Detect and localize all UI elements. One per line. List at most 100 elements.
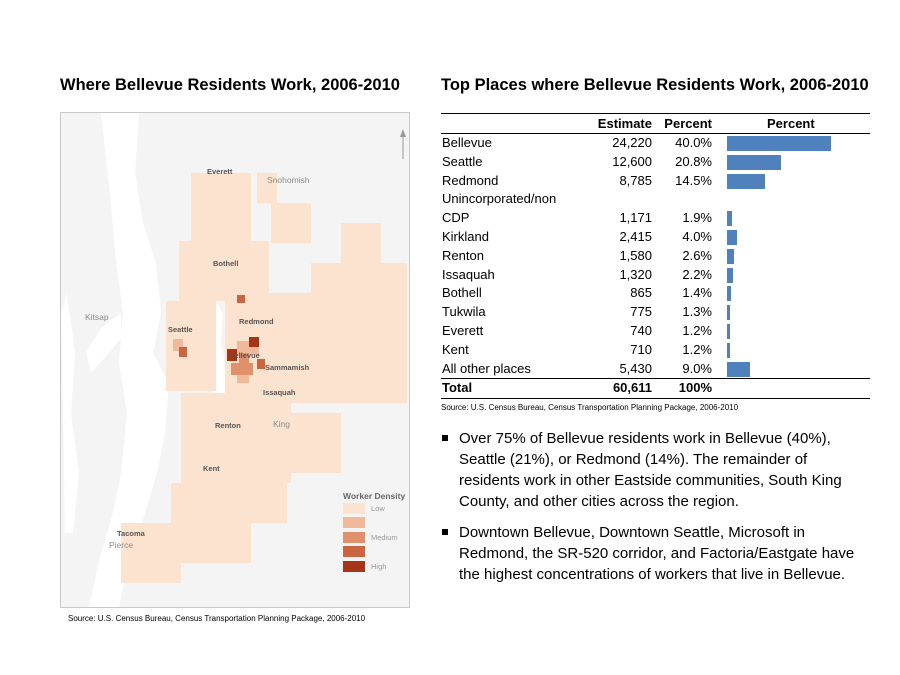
percent-bar [727,248,734,264]
estimate-value: 865 [630,285,652,301]
places-table: Estimate Percent Percent Bellevue 24,220 4… [441,113,870,400]
table-row: Redmond 8,785 14.5% [441,172,870,191]
legend-row [343,545,407,560]
percent-bar [727,286,731,302]
percent-value: 2.2% [682,266,712,282]
place-name: Everett [442,322,484,338]
estimate-value: 1,171 [619,210,652,226]
estimate-value: 24,220 [612,135,652,150]
place-name: CDP [442,210,470,226]
bullet-text: Downtown Bellevue, Downtown Seattle, Mic… [459,524,855,583]
puget-sound-water [89,113,169,607]
place-name: Kent [442,341,469,357]
place-name: Tukwila [442,304,486,320]
bullet-text: Over 75% of Bellevue residents work in B… [459,430,842,510]
percent-bar [727,136,831,151]
total-row: Total 60,611 100% [441,378,870,400]
region-label-kitsap: Kitsap [85,312,109,322]
header-percent-bar: Percent [767,116,815,131]
percent-bar [727,305,731,321]
place-name: Renton [442,247,484,263]
estimate-value: 1,580 [619,247,652,263]
place-name: Unincorporated/non [442,191,557,207]
city-label-renton: Renton [215,421,241,430]
table-row: Bothell 865 1.4% [441,284,870,303]
place-name: Kirkland [442,228,489,244]
percent-value: 1.2% [682,341,712,357]
place-name: Bellevue [442,135,492,150]
percent-bar [727,323,731,339]
city-label-everett: Everett [207,167,233,176]
table-row: Unincorporated/non [441,190,870,209]
bullet-square-icon [442,435,448,441]
legend-label: Medium [371,532,398,542]
percent-bar [727,361,751,377]
table-row: Bellevue 24,220 40.0% [441,134,870,153]
place-name: Seattle [442,153,483,169]
estimate-value: 1,320 [619,266,652,282]
percent-bar [727,229,738,245]
city-label-tacoma: Tacoma [117,529,145,538]
place-name: Redmond [442,172,499,188]
city-label-issaquah: Issaquah [263,388,296,397]
table-row: Kirkland 2,415 4.0% [441,228,870,247]
percent-bar [727,267,733,283]
percent-value: 14.5% [675,172,712,188]
percent-value: 40.0% [675,135,712,150]
place-name: All other places [442,360,531,376]
city-label-kent: Kent [203,464,220,473]
legend-swatch [343,517,365,529]
estimate-value: 710 [630,341,652,357]
legend-label: High [371,561,387,571]
map-legend: Worker Density Low Medium High [343,491,407,574]
percent-bar [727,173,765,189]
key-findings-list: Over 75% of Bellevue residents work in B… [441,428,871,595]
city-label-bellevue: Bellevue [229,351,260,360]
total-estimate: 60,611 [612,380,652,396]
worker-density-map: Everett Snohomish Bothell Kitsap Redmond… [60,112,410,608]
table-row: Renton 1,580 2.6% [441,247,870,266]
table-row: CDP 1,171 1.9% [441,209,870,228]
hood-canal-water [61,293,79,533]
legend-swatch [343,531,365,543]
region-label-pierce: Pierce [109,540,134,550]
legend-row: High [343,559,407,574]
percent-value: 20.8% [675,153,712,169]
inlet-water [86,313,121,373]
percent-bar [727,342,731,358]
city-label-bothell: Bothell [213,259,239,268]
table-row: All other places 5,430 9.0% [441,360,870,379]
estimate-value: 8,785 [619,172,652,188]
bullet-item: Over 75% of Bellevue residents work in B… [441,428,871,512]
region-label-king: King [273,419,291,429]
table-row: Kent 710 1.2% [441,341,870,360]
table-source-note: Source: U.S. Census Bureau, Census Trans… [441,403,739,412]
table-row: Seattle 12,600 20.8% [441,153,870,172]
city-label-sammamish: Sammamish [265,363,310,372]
bullet-item: Downtown Bellevue, Downtown Seattle, Mic… [441,522,871,585]
total-label: Total [442,380,473,396]
place-name: Bothell [442,285,482,301]
header-percent: Percent [664,116,712,131]
percent-value: 1.2% [682,322,712,338]
legend-row: Low [343,501,407,516]
header-estimate: Estimate [597,116,652,131]
percent-value: 2.6% [682,247,712,263]
estimate-value: 775 [630,304,652,320]
bullet-square-icon [442,529,448,535]
percent-bar [727,211,732,227]
map-title: Where Bellevue Residents Work, 2006-2010 [60,76,400,94]
estimate-value: 12,600 [612,153,652,169]
table-row: Everett 740 1.2% [441,322,870,341]
legend-swatch [343,502,365,514]
legend-swatch [343,546,365,558]
map-source-note: Source: U.S. Census Bureau, Census Trans… [68,614,366,623]
percent-value: 9.0% [682,360,712,376]
place-name: Issaquah [442,266,495,282]
percent-value: 1.4% [682,285,712,301]
table-row: Issaquah 1,320 2.2% [441,266,870,285]
table-row: Tukwila 775 1.3% [441,303,870,322]
region-label-snohomish: Snohomish [267,175,310,185]
legend-label: Low [371,503,385,513]
estimate-value: 5,430 [619,360,652,376]
